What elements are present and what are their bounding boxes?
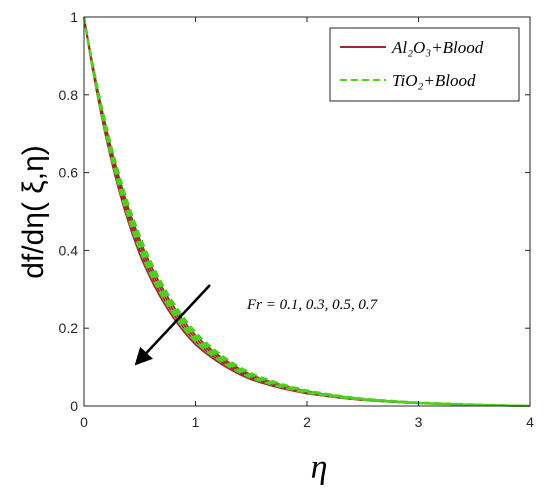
- y-tick-label-4: 0.8: [59, 87, 79, 103]
- x-tick-label-0: 0: [80, 414, 88, 430]
- trend-arrow: [134, 284, 211, 366]
- y-axis-label: df/dη( ξ,η): [17, 145, 50, 279]
- x-axis-label: η: [311, 449, 328, 486]
- series-line-tio2-fr-0-7: [82, 16, 531, 408]
- x-tick-label-3: 3: [415, 414, 423, 430]
- y-tick-label-0: 0: [70, 398, 78, 414]
- y-tick-label-2: 0.4: [59, 242, 79, 258]
- y-tick-label-1: 0.2: [59, 320, 79, 336]
- parameter-annotation: Fr = 0.1, 0.3, 0.5, 0.7: [246, 297, 379, 313]
- plot-frame: [83, 16, 531, 407]
- series-layer: [82, 16, 531, 408]
- ticks-layer: 0 1 2 3 4 0 0.2 0.4 0.6 0.8 1: [59, 9, 535, 430]
- legend-box: [329, 27, 520, 102]
- legend-label-al2o3: Al₂O₃+Blood: [391, 38, 484, 57]
- legend-label-tio2: TiO₂+Blood: [392, 71, 476, 90]
- y-tick-label-5: 1: [70, 9, 78, 25]
- legend: Al₂O₃+Blood TiO₂+Blood: [329, 27, 520, 102]
- x-tick-label-2: 2: [303, 414, 311, 430]
- y-tick-label-3: 0.6: [59, 165, 79, 181]
- x-tick-label-1: 1: [192, 414, 200, 430]
- x-tick-label-4: 4: [526, 414, 534, 430]
